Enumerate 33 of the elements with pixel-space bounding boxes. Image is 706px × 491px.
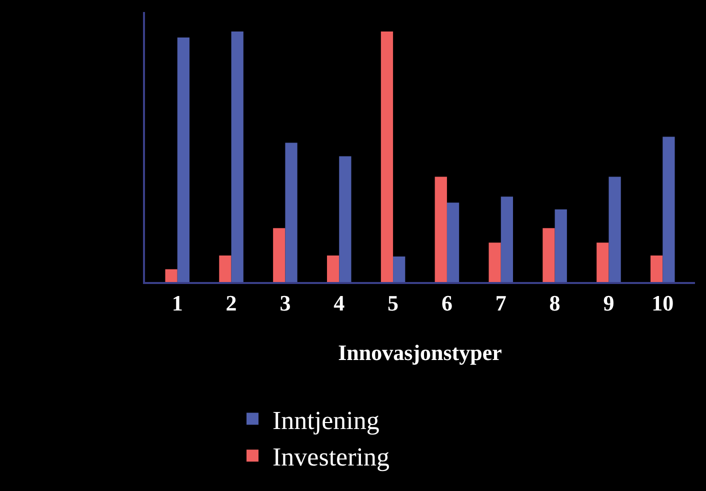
x-tick-label: 5 xyxy=(388,290,399,316)
bar xyxy=(596,242,609,282)
bar xyxy=(554,209,567,282)
bar xyxy=(542,228,555,282)
bar xyxy=(393,256,406,282)
bar xyxy=(446,202,460,282)
bar xyxy=(165,269,178,282)
x-tick-label: 7 xyxy=(495,290,506,316)
bar xyxy=(608,176,621,282)
bar xyxy=(434,176,447,282)
x-axis-title: Innovasjonstyper xyxy=(338,340,502,365)
bar xyxy=(500,196,514,282)
legend-label: Inntjening xyxy=(272,406,380,435)
bar xyxy=(285,142,298,282)
bar xyxy=(177,38,190,282)
x-tick-label: 6 xyxy=(441,290,452,316)
bar xyxy=(380,32,394,282)
x-tick-label: 4 xyxy=(334,290,345,316)
x-tick-label: 1 xyxy=(172,290,183,316)
bar xyxy=(488,242,501,282)
bar xyxy=(231,32,244,282)
bar xyxy=(339,156,352,282)
x-tick-label: 3 xyxy=(280,290,291,316)
bar xyxy=(219,255,232,282)
bar xyxy=(326,255,340,282)
x-tick-label: 2 xyxy=(226,290,237,316)
legend-label: Investering xyxy=(272,442,390,472)
bar xyxy=(662,136,675,282)
x-tick-label: 8 xyxy=(549,290,560,316)
bar xyxy=(650,255,663,282)
x-tick-label: 9 xyxy=(603,290,614,316)
bar xyxy=(273,228,286,282)
x-tick-label: 10 xyxy=(652,290,674,316)
